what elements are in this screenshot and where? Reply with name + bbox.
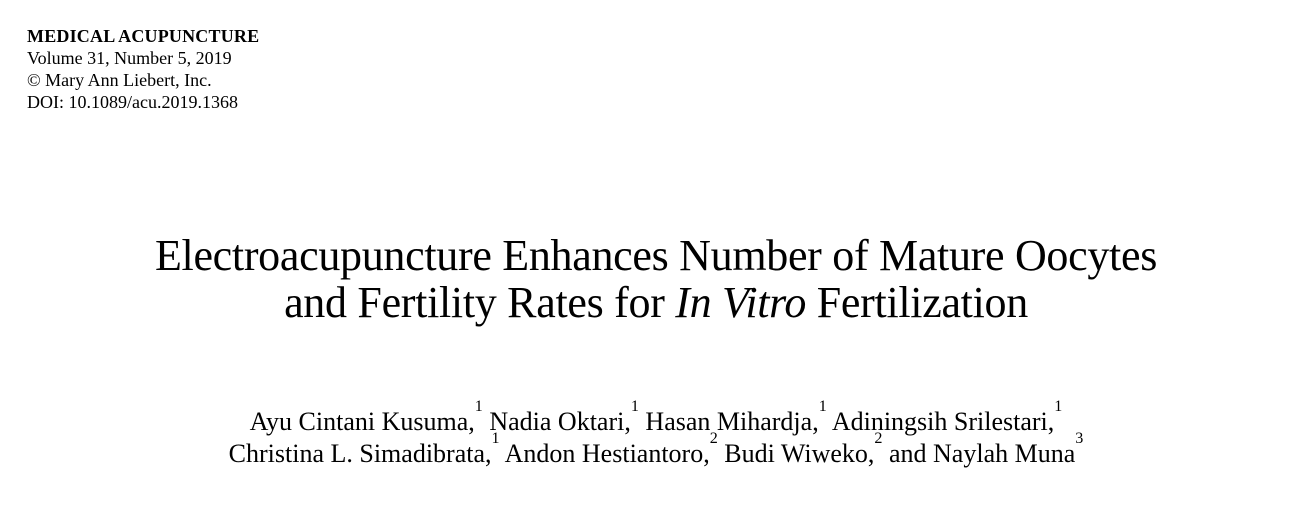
affiliation-superscript: 1 [630,398,639,416]
article-title: Electroacupuncture Enhances Number of Ma… [0,232,1312,326]
author-name: Andon Hestiantoro, [499,439,710,468]
author-line-2: Christina L. Simadibrata,1 Andon Hestian… [0,431,1312,470]
author-name: Ayu Cintani Kusuma, [249,407,475,436]
author-name: Budi Wiweko, [717,439,875,468]
affiliation-superscript: 1 [491,430,500,448]
article-title-line2: and Fertility Rates for In Vitro Fertili… [0,279,1312,326]
author-name: Christina L. Simadibrata, [228,439,492,468]
journal-header: MEDICAL ACUPUNCTURE Volume 31, Number 5,… [27,25,259,113]
affiliation-superscript: 1 [818,398,827,416]
journal-doi-line: DOI: 10.1089/acu.2019.1368 [27,92,238,112]
affiliation-superscript: 3 [1075,430,1084,448]
article-title-line2-pre: and Fertility Rates for [284,278,676,327]
author-name: Nadia Oktari, [482,407,631,436]
article-title-line2-post: Fertilization [806,278,1028,327]
author-list: Ayu Cintani Kusuma,1 Nadia Oktari,1 Hasa… [0,399,1312,470]
affiliation-superscript: 1 [474,398,483,416]
author-name: and Naylah Muna [882,439,1076,468]
affiliation-superscript: 1 [1054,398,1063,416]
author-name: Hasan Mihardja, [638,407,819,436]
author-name: Adiningsih Srilestari, [826,407,1055,436]
affiliation-superscript: 2 [709,430,718,448]
article-title-line1: Electroacupuncture Enhances Number of Ma… [154,231,1158,280]
journal-name: MEDICAL ACUPUNCTURE [27,26,260,46]
journal-copyright-line: © Mary Ann Liebert, Inc. [27,70,212,90]
author-line-1: Ayu Cintani Kusuma,1 Nadia Oktari,1 Hasa… [0,399,1312,438]
affiliation-superscript: 2 [874,430,883,448]
article-title-italic-phrase: In Vitro [675,278,807,327]
journal-volume-line: Volume 31, Number 5, 2019 [27,48,232,68]
